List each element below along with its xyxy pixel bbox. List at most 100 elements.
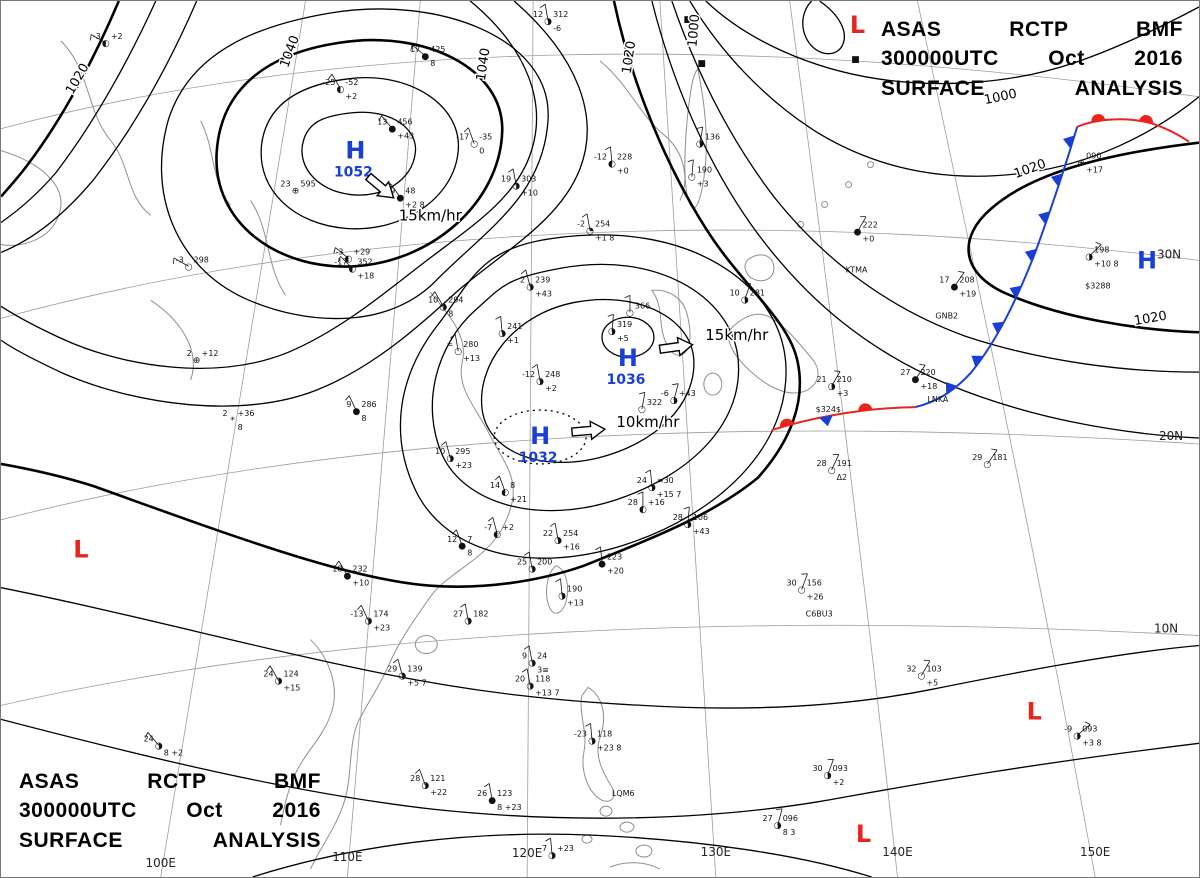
station-value-bottom: +23: [373, 624, 390, 633]
isobar: [160, 8, 549, 320]
ship-callsign-label: C6BU3: [806, 610, 833, 619]
station-plot: ○322: [638, 391, 662, 415]
station-value-bottom: +43: [397, 132, 414, 141]
wind-barb-feather: [508, 168, 514, 173]
coastline: [599, 60, 686, 201]
grid-line: [1, 229, 1199, 319]
latitude-label: 20N: [1159, 429, 1183, 443]
station-value-bottom: +43: [535, 289, 552, 298]
longitude-label: 110E: [332, 850, 362, 864]
station-value-right: 096: [783, 814, 798, 823]
station-plot: ◑19 303 +10: [501, 168, 538, 198]
wind-barb-feather: [393, 658, 399, 664]
station-value-bottom: +3: [837, 389, 849, 398]
isobar: [301, 111, 416, 196]
station-value-left: 28: [673, 513, 683, 522]
station-value-right: 352: [357, 257, 372, 266]
station-plot: ◑28 121 +22: [410, 768, 447, 797]
station-plot: ◑22 254 +16: [543, 522, 580, 552]
wind-barb-feather: [144, 732, 149, 738]
movement-arrow: [364, 172, 395, 199]
wind-barb: [412, 44, 426, 57]
station-value-left: 24: [637, 476, 647, 485]
wind-barb-feather: [328, 73, 333, 80]
station-value-bottom: +13: [463, 354, 480, 363]
cold-front-pip: [945, 382, 958, 395]
cold-front-pip: [1009, 285, 1022, 299]
station-value-bottom: +1 8: [595, 233, 614, 242]
station-symbol: ◑: [684, 520, 692, 530]
station-value-left: 13: [377, 118, 387, 127]
grid-line: [1, 430, 1199, 521]
station-value-bottom: +1: [507, 336, 519, 345]
station-symbol: ◑: [421, 781, 429, 791]
station-plot: ◑-23 118 +23 8: [574, 723, 621, 752]
title-block-top: ASAS RCTP BMF 300000UTC Oct 2016 SURFACE…: [881, 15, 1183, 103]
station-value-left: 27: [763, 814, 773, 823]
station-symbol: ◑: [528, 565, 536, 575]
station-symbol: ⊕: [292, 187, 300, 197]
station-value-bottom: +3: [697, 180, 709, 189]
station-symbol: ●: [344, 572, 352, 582]
wind-barb: [348, 395, 357, 412]
station-value-left: 30: [787, 579, 797, 588]
station-value-right: 228: [617, 153, 632, 162]
station-value-left: 2: [223, 409, 228, 418]
station-value-right: 190: [697, 166, 712, 175]
pressure-center-L: L: [73, 536, 88, 564]
wind-barb-feather: [463, 127, 469, 133]
station-symbol: ◑: [275, 676, 283, 686]
wind-barb: [468, 127, 475, 144]
wind-barb-feather: [919, 363, 926, 366]
station-value-right: 286: [361, 400, 376, 409]
station-value-right: 208: [959, 275, 974, 284]
wind-barb: [1088, 244, 1102, 257]
station-symbol: ◐: [102, 39, 110, 49]
coastline: [280, 639, 335, 826]
wind-barb-feather: [672, 383, 679, 386]
station-value-right: +23: [557, 844, 574, 853]
station-value-left: 20: [515, 674, 525, 683]
wind-barb: [691, 159, 694, 177]
station-plot: ◑9 24 3≡: [522, 645, 549, 674]
station-value-bottom: 8 +23: [497, 803, 521, 812]
station-value-right: 200: [537, 558, 552, 567]
station-plot: ◐-7 +2: [484, 517, 514, 540]
station-symbol: ●: [950, 282, 958, 292]
station-value-left: 21: [816, 375, 826, 384]
station-value-bottom: +2: [545, 384, 557, 393]
station-value-left: 28: [410, 774, 420, 783]
wind-barb: [269, 665, 279, 681]
wind-barb: [340, 256, 353, 269]
station-plot: ⊕090 +17: [1077, 152, 1103, 175]
station-plot: ◑30 093 +2: [812, 758, 848, 787]
grid-line: [526, 1, 534, 877]
wind-barb-feather: [638, 391, 645, 395]
station-symbol: ◑: [544, 17, 552, 27]
cold-front-pip: [1024, 248, 1037, 262]
station-plot: ◑28 106 +43: [673, 506, 710, 536]
station-symbol: ◐: [501, 488, 509, 498]
station-plot: ◑20 118 +13 7: [515, 668, 560, 697]
station-value-bottom: +10: [352, 579, 369, 588]
title-line-datetime: 300000UTC Oct 2016: [881, 47, 1183, 71]
wind-barb: [335, 247, 349, 259]
wind-barb: [801, 573, 808, 590]
wind-barb: [699, 126, 704, 144]
wind-barb-feather: [683, 506, 690, 510]
coastline: [797, 221, 805, 228]
wind-barb: [498, 475, 506, 493]
ship-callsign-label: $324$: [816, 405, 841, 414]
cold-front-pip: [992, 321, 1005, 334]
latitude-label: 10N: [1154, 622, 1178, 636]
wind-barb-feather: [585, 723, 591, 727]
wind-barb-feather: [345, 395, 350, 401]
station-value-right: 366: [635, 301, 650, 310]
station-symbol: ◑: [828, 382, 836, 392]
station-value-right: 190: [567, 585, 582, 594]
station-value-right: 222: [863, 220, 878, 229]
pressure-center-L: L: [856, 820, 871, 848]
coastline: [727, 313, 819, 394]
wind-barb-feather: [860, 215, 867, 218]
station-value-right: 118: [597, 729, 612, 738]
